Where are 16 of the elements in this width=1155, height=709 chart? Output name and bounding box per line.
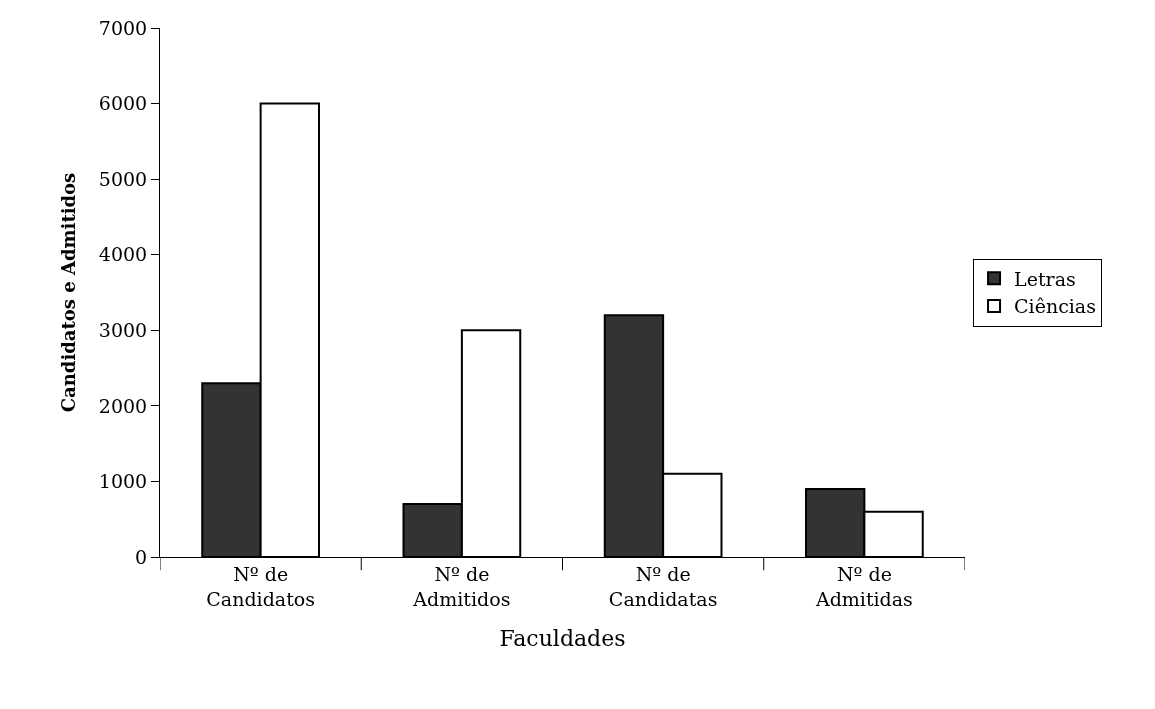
y-tick-label: 6000 (98, 92, 148, 115)
y-tick-label: 4000 (98, 243, 148, 266)
x-axis-title: Faculdades (499, 626, 626, 652)
y-tick-label: 7000 (98, 16, 148, 39)
legend-label: Letras (1014, 267, 1076, 290)
x-tick-label: Nº de Admitidos (412, 562, 511, 610)
y-tick-label: 2000 (98, 394, 148, 417)
y-tick-label: 0 (135, 545, 148, 568)
x-tick-label: Nº de Candidatos (206, 562, 315, 610)
x-tick-label: Nº de Candidatas (608, 562, 718, 610)
legend-label: Ciências (1014, 295, 1096, 318)
y-axis-title: Candidatos e Admitidos (58, 172, 80, 413)
y-tick-label: 3000 (98, 318, 148, 341)
y-tick-label: 1000 (98, 470, 148, 493)
x-tick-label: Nº de Admitidas (814, 562, 913, 610)
y-tick-label: 5000 (98, 167, 148, 190)
